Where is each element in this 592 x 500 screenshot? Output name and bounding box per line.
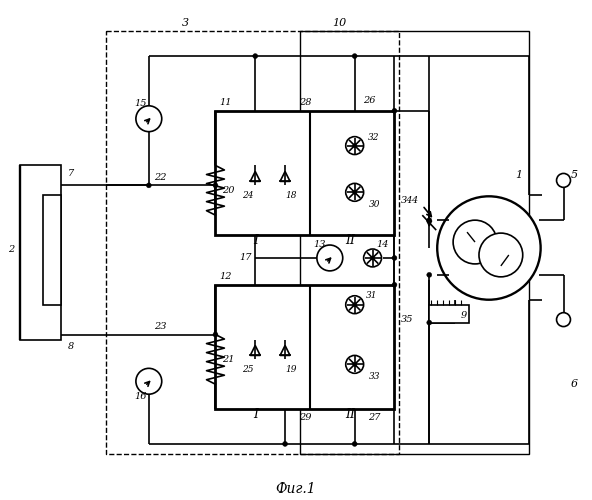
Circle shape bbox=[253, 54, 258, 59]
Circle shape bbox=[479, 233, 523, 277]
Text: 5: 5 bbox=[571, 170, 578, 180]
Text: 12: 12 bbox=[219, 272, 231, 281]
Bar bbox=[106, 31, 400, 454]
Text: 21: 21 bbox=[222, 355, 234, 364]
Text: 10: 10 bbox=[333, 18, 347, 28]
Text: 6: 6 bbox=[571, 379, 578, 389]
Circle shape bbox=[352, 54, 357, 59]
Bar bbox=[215, 111, 394, 235]
Circle shape bbox=[346, 184, 363, 202]
Text: 31: 31 bbox=[366, 291, 377, 300]
Circle shape bbox=[353, 362, 356, 366]
Text: II: II bbox=[345, 234, 355, 246]
Text: 9: 9 bbox=[461, 311, 467, 320]
Bar bbox=[429, 304, 469, 322]
Text: 30: 30 bbox=[369, 200, 380, 209]
Circle shape bbox=[146, 183, 152, 188]
Text: 19: 19 bbox=[285, 365, 297, 374]
Circle shape bbox=[136, 368, 162, 394]
Text: 20: 20 bbox=[222, 186, 234, 195]
Text: 26: 26 bbox=[363, 96, 376, 106]
Text: 13: 13 bbox=[314, 240, 326, 248]
Circle shape bbox=[353, 302, 356, 306]
Text: 11: 11 bbox=[219, 98, 231, 108]
Circle shape bbox=[317, 245, 343, 271]
Circle shape bbox=[453, 220, 497, 264]
Text: I: I bbox=[253, 408, 258, 420]
Circle shape bbox=[427, 320, 432, 325]
Bar bbox=[20, 166, 62, 340]
Circle shape bbox=[346, 356, 363, 374]
Text: 16: 16 bbox=[134, 392, 147, 400]
Circle shape bbox=[427, 218, 432, 222]
Text: 7: 7 bbox=[68, 169, 75, 178]
Circle shape bbox=[437, 196, 540, 300]
Text: I: I bbox=[253, 234, 258, 246]
Circle shape bbox=[213, 183, 218, 188]
Text: 35: 35 bbox=[401, 315, 414, 324]
Text: 17: 17 bbox=[239, 254, 252, 262]
Circle shape bbox=[282, 442, 288, 446]
Circle shape bbox=[353, 144, 356, 148]
Text: 4: 4 bbox=[411, 196, 417, 205]
Text: 15: 15 bbox=[134, 100, 147, 108]
Text: 8: 8 bbox=[68, 342, 75, 351]
Text: 32: 32 bbox=[368, 133, 379, 142]
Text: Фиг.1: Фиг.1 bbox=[276, 482, 316, 496]
Text: 18: 18 bbox=[285, 191, 297, 200]
Bar bbox=[43, 196, 62, 304]
Circle shape bbox=[363, 249, 381, 267]
Circle shape bbox=[353, 190, 356, 194]
Bar bbox=[215, 285, 394, 409]
Text: 1: 1 bbox=[515, 170, 522, 180]
Circle shape bbox=[352, 442, 357, 446]
Circle shape bbox=[371, 256, 375, 260]
Circle shape bbox=[556, 312, 571, 326]
Text: 34: 34 bbox=[401, 196, 414, 205]
Circle shape bbox=[213, 332, 218, 337]
Text: 28: 28 bbox=[299, 98, 311, 108]
Text: 29: 29 bbox=[299, 412, 311, 422]
Circle shape bbox=[427, 272, 432, 278]
Circle shape bbox=[136, 106, 162, 132]
Circle shape bbox=[346, 136, 363, 154]
Bar bbox=[300, 31, 529, 454]
Text: 14: 14 bbox=[377, 240, 389, 248]
Text: 25: 25 bbox=[243, 365, 254, 374]
Text: 23: 23 bbox=[155, 322, 167, 331]
Text: 33: 33 bbox=[369, 372, 380, 381]
Circle shape bbox=[392, 256, 397, 260]
Circle shape bbox=[346, 296, 363, 314]
Circle shape bbox=[556, 174, 571, 188]
Circle shape bbox=[392, 282, 397, 288]
Text: II: II bbox=[345, 408, 355, 420]
Circle shape bbox=[392, 108, 397, 114]
Text: 27: 27 bbox=[368, 412, 381, 422]
Text: 3: 3 bbox=[182, 18, 189, 28]
Text: 22: 22 bbox=[155, 173, 167, 182]
Text: 24: 24 bbox=[243, 191, 254, 200]
Text: 2: 2 bbox=[8, 246, 15, 254]
